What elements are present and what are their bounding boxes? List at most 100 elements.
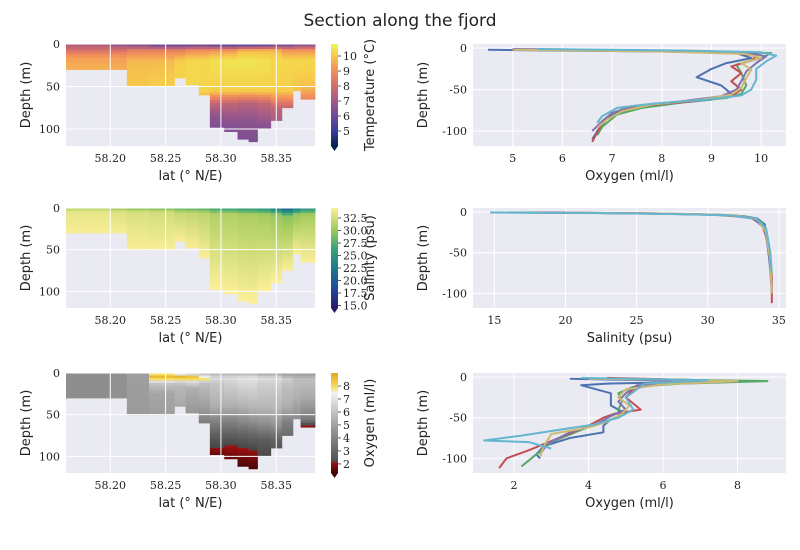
heatmap-cell	[300, 390, 316, 394]
colorbar-tick-label: 22.5	[343, 262, 368, 275]
heatmap-cell	[248, 290, 258, 294]
heatmap-cell	[209, 82, 225, 86]
heatmap-cell	[292, 61, 302, 65]
heatmap-cell	[257, 112, 272, 116]
profile-column	[237, 373, 249, 467]
heatmap-cell	[126, 378, 150, 381]
heatmap-cell	[300, 46, 316, 50]
heatmap-cell	[209, 117, 225, 121]
heatmap-cell	[224, 223, 238, 226]
heatmap-cell	[248, 418, 258, 421]
heatmap-cell	[237, 275, 249, 279]
heatmap-cell	[292, 59, 302, 63]
heatmap-cell	[281, 250, 294, 254]
heatmap-cell	[257, 210, 272, 214]
heatmap-cell	[248, 61, 258, 65]
heatmap-cell	[248, 300, 258, 304]
panel-4: 15 20 25 30 35 0 -50 -100 Salinity (psu) Depth (m…	[416, 206, 786, 346]
heatmap-cell	[248, 405, 258, 409]
heatmap-cell	[237, 403, 249, 406]
heatmap-cell	[300, 235, 316, 239]
heatmap-cell	[185, 410, 200, 414]
heatmap-cell	[198, 420, 211, 424]
heatmap-cell	[257, 82, 272, 86]
x-axis-label: lat (° N/E)	[159, 331, 223, 346]
heatmap-cell	[149, 373, 175, 376]
heatmap-cell	[224, 105, 238, 109]
heatmap-cell	[248, 420, 258, 424]
heatmap-cell	[110, 228, 128, 231]
profile-column	[149, 208, 175, 251]
heatmap-cell	[174, 233, 186, 236]
heatmap-cell	[149, 72, 175, 75]
heatmap-cell	[237, 435, 249, 439]
colorbar-tick-label: 7	[343, 95, 350, 108]
profile-column	[66, 373, 111, 399]
x-tick-label: 35	[772, 314, 786, 327]
heatmap-cell	[257, 66, 272, 70]
heatmap-cell	[126, 218, 150, 221]
heatmap-cell	[257, 275, 272, 279]
heatmap-cell	[237, 285, 249, 289]
heatmap-cell	[174, 395, 186, 399]
heatmap-cell	[248, 120, 258, 124]
heatmap-cell	[110, 54, 128, 58]
heatmap-cell	[292, 56, 302, 60]
heatmap-cell	[248, 66, 258, 70]
heatmap-cell	[209, 208, 225, 211]
heatmap-cell	[237, 383, 249, 386]
heatmap-cell	[149, 225, 175, 229]
heatmap-cell	[126, 51, 150, 55]
heatmap-cell	[281, 44, 294, 47]
heatmap-cell	[281, 213, 294, 216]
heatmap-cell	[198, 378, 211, 381]
heatmap-cell	[248, 215, 258, 219]
heatmap-cell	[292, 54, 302, 58]
heatmap-cell	[174, 54, 186, 58]
heatmap-cell	[149, 208, 175, 211]
heatmap-cell	[185, 74, 200, 78]
x-tick-label: 58.20	[95, 479, 127, 492]
heatmap-cell	[66, 220, 111, 224]
heatmap-cell	[209, 46, 225, 50]
heatmap-cell	[281, 225, 294, 229]
heatmap-cell	[237, 225, 249, 229]
heatmap-cell	[149, 238, 175, 241]
series-line-6	[490, 211, 773, 274]
heatmap-cell	[257, 105, 272, 109]
heatmap-cell	[149, 54, 175, 58]
heatmap-cell	[248, 44, 258, 47]
colorbar-extend-arrow	[331, 308, 338, 313]
heatmap-cell	[224, 273, 238, 276]
heatmap-cell	[281, 82, 294, 86]
heatmap-cell	[224, 218, 238, 221]
heatmap-cell	[224, 403, 238, 406]
heatmap-cell	[224, 240, 238, 244]
heatmap-cell	[224, 112, 238, 116]
heatmap-cell	[209, 123, 225, 126]
heatmap-cell	[209, 378, 225, 381]
heatmap-cell	[237, 112, 249, 116]
heatmap-cell	[248, 458, 258, 461]
heatmap-cell	[224, 288, 238, 291]
x-tick-label: 10	[754, 152, 768, 165]
heatmap-cell	[198, 223, 211, 226]
heatmap-cell	[224, 79, 238, 83]
heatmap-cell	[224, 293, 238, 295]
heatmap-cell	[209, 385, 225, 389]
heatmap-cell	[224, 89, 238, 93]
heatmap-cell	[281, 390, 294, 394]
heatmap-cell	[149, 413, 175, 416]
heatmap-cell	[198, 398, 211, 401]
heatmap-cell	[110, 395, 128, 399]
heatmap-cell	[224, 82, 238, 86]
heatmap-cell	[224, 443, 238, 446]
heatmap-cell	[281, 385, 294, 389]
heatmap-cell	[209, 270, 225, 274]
y-axis-label: Depth (m)	[19, 225, 34, 292]
heatmap-cell	[257, 123, 272, 126]
heatmap-cell	[292, 373, 302, 376]
heatmap-cell	[110, 56, 128, 60]
x-tick-label: 58.30	[205, 314, 237, 327]
